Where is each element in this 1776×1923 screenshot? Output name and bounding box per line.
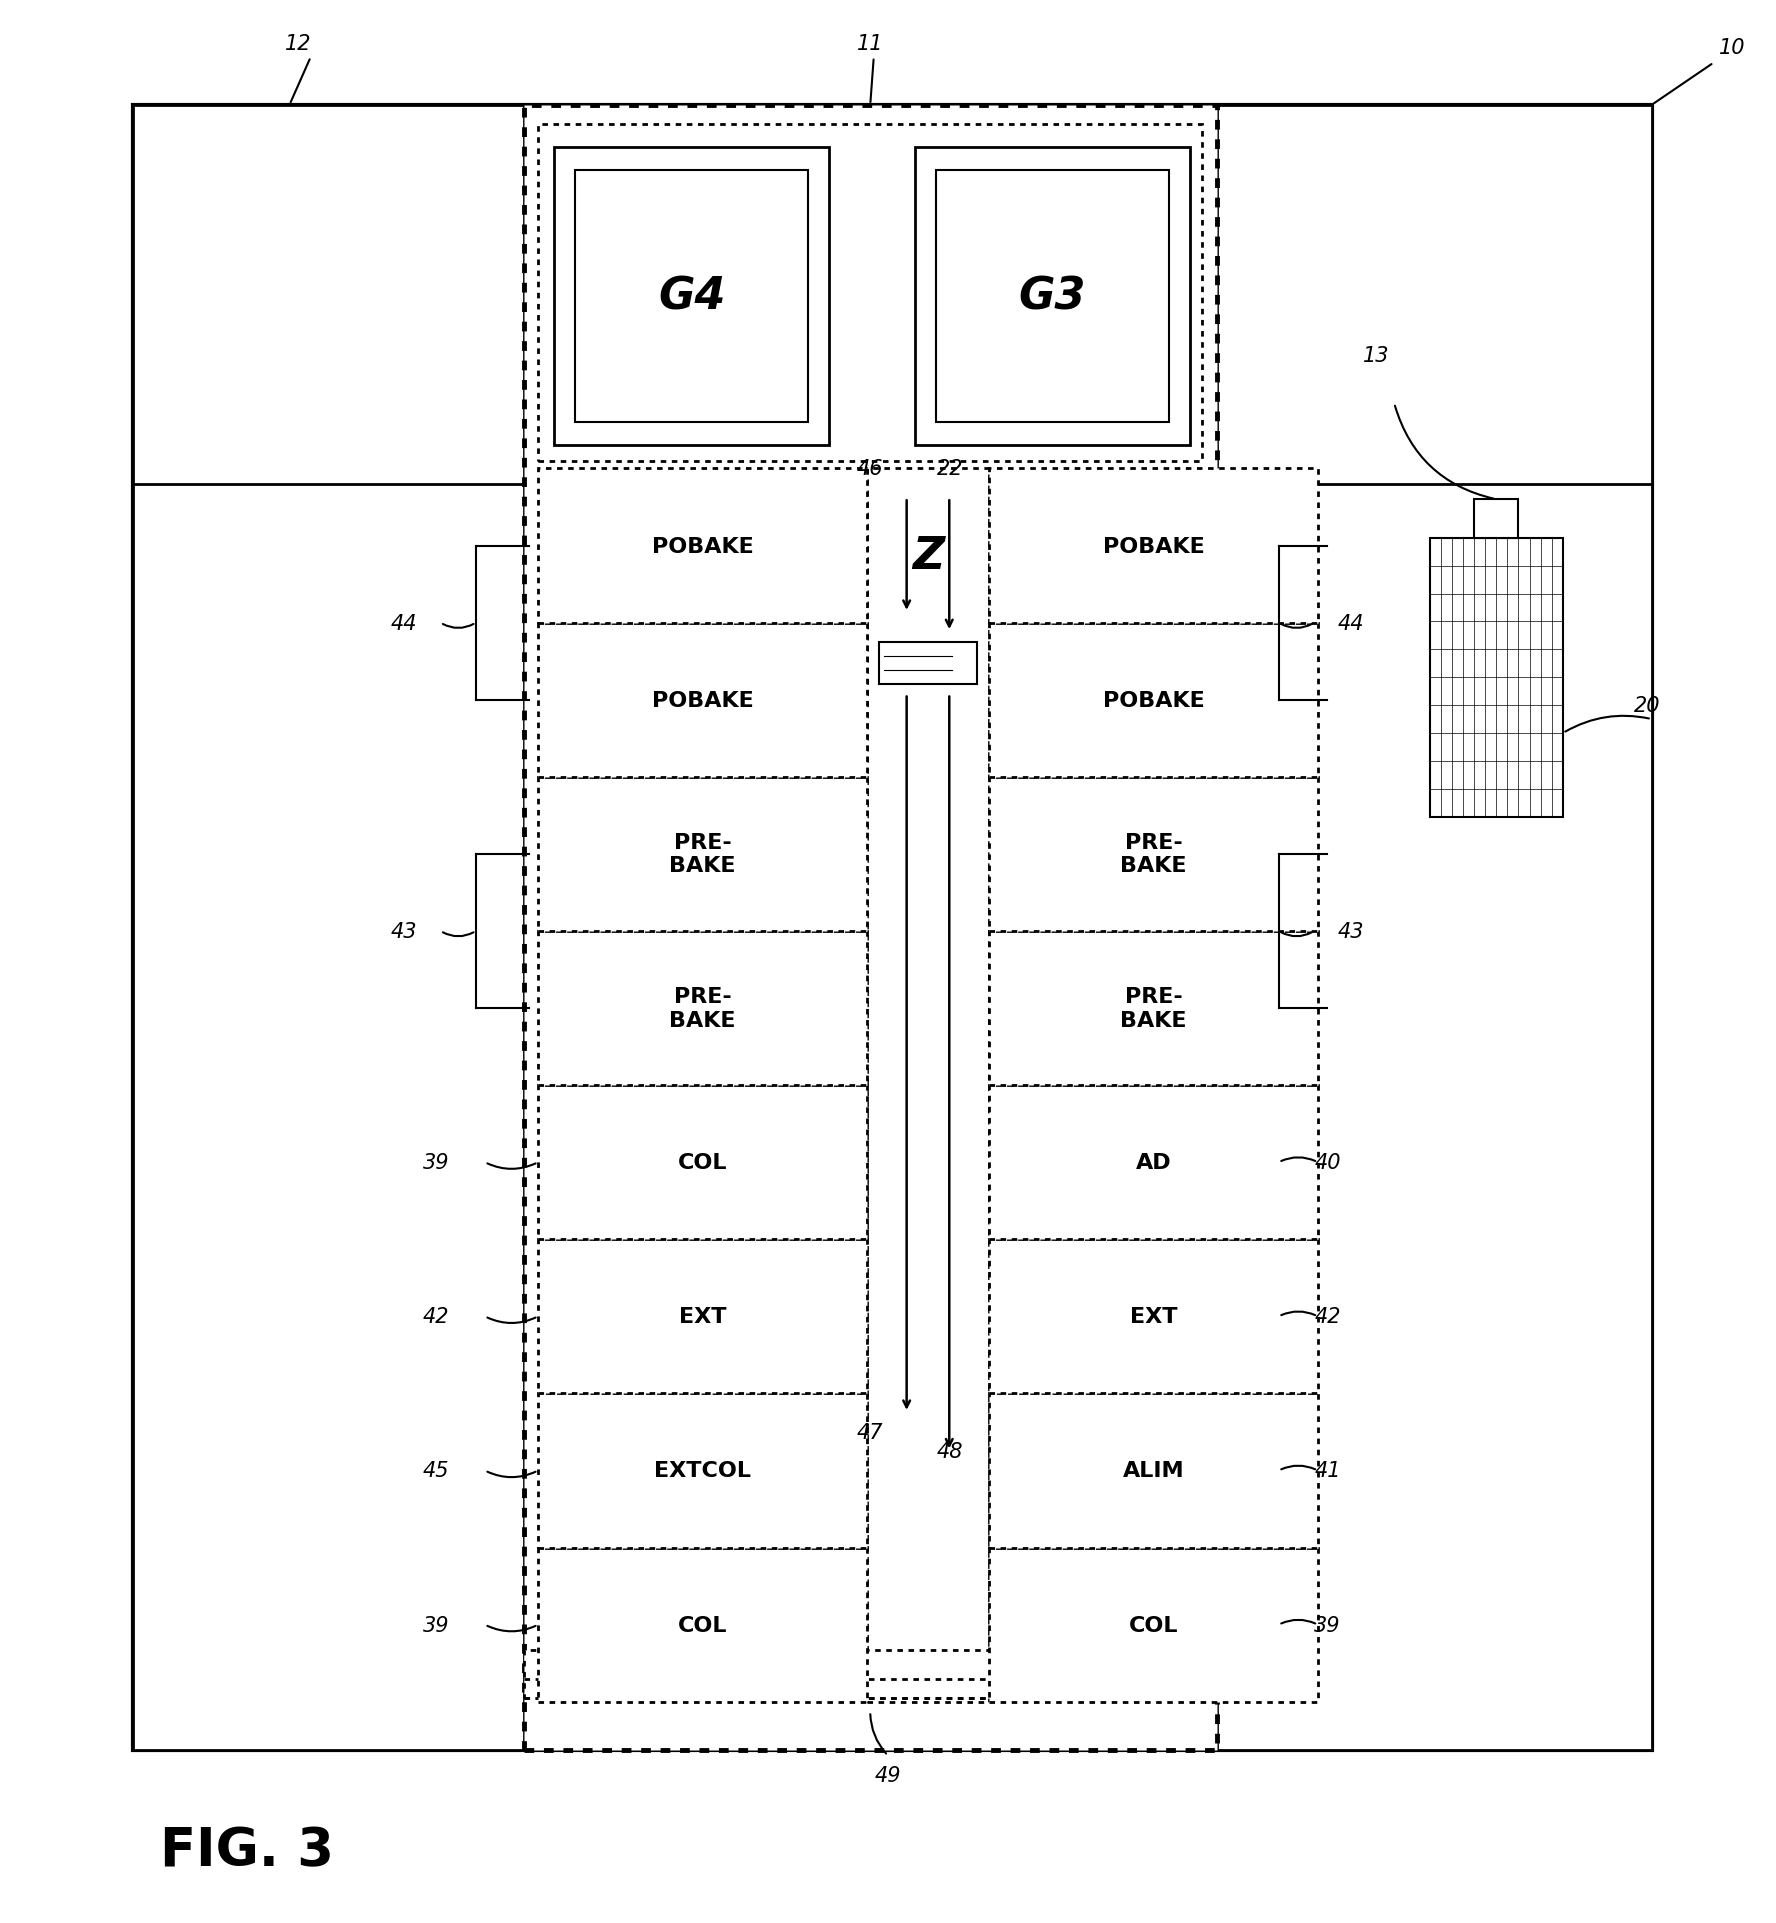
Text: POBAKE: POBAKE (652, 690, 753, 710)
Bar (575, 171, 808, 423)
Text: 44: 44 (1337, 613, 1364, 633)
Text: 12: 12 (286, 35, 311, 54)
Bar (867, 469, 989, 1702)
Text: PRE-
BAKE: PRE- BAKE (670, 986, 735, 1031)
Bar (524, 106, 1217, 1750)
Bar (989, 777, 1318, 931)
Text: PRE-
BAKE: PRE- BAKE (1121, 833, 1186, 877)
Text: 47: 47 (858, 1423, 883, 1442)
Text: 39: 39 (1314, 1615, 1341, 1635)
Text: G3: G3 (1018, 275, 1087, 319)
Bar (915, 148, 1190, 446)
Text: G4: G4 (657, 275, 726, 319)
Text: 49: 49 (876, 1765, 900, 1785)
Bar (538, 469, 867, 623)
Bar (538, 623, 867, 777)
Text: 20: 20 (1634, 696, 1661, 715)
Text: 43: 43 (1337, 921, 1364, 942)
Text: COL: COL (1130, 1615, 1177, 1635)
Bar (538, 777, 867, 931)
Bar (554, 148, 829, 446)
Bar (989, 1548, 1318, 1702)
Text: 13: 13 (1364, 346, 1389, 365)
Text: 48: 48 (936, 1442, 963, 1461)
Text: EXTCOL: EXTCOL (654, 1461, 751, 1481)
Text: EXT: EXT (678, 1306, 726, 1327)
Bar (538, 1394, 867, 1548)
Bar (989, 1240, 1318, 1394)
Text: 42: 42 (1314, 1306, 1341, 1327)
Bar (538, 1548, 867, 1702)
Bar (133, 106, 1652, 1750)
Bar (879, 642, 977, 685)
Text: 42: 42 (423, 1306, 449, 1327)
Bar (989, 1085, 1318, 1240)
Bar (1217, 106, 1652, 1750)
Bar (989, 1394, 1318, 1548)
Text: PRE-
BAKE: PRE- BAKE (1121, 986, 1186, 1031)
Bar (1430, 538, 1563, 817)
Text: 22: 22 (936, 460, 963, 479)
Text: POBAKE: POBAKE (652, 537, 753, 556)
Bar (538, 1240, 867, 1394)
Bar (133, 106, 524, 1750)
Bar (989, 623, 1318, 777)
Text: 10: 10 (1719, 38, 1746, 58)
Text: 11: 11 (858, 35, 883, 54)
Bar (989, 931, 1318, 1085)
Text: 43: 43 (391, 921, 417, 942)
Text: COL: COL (678, 1615, 726, 1635)
Text: POBAKE: POBAKE (1103, 537, 1204, 556)
Text: Z: Z (911, 535, 945, 577)
Text: ALIM: ALIM (1122, 1461, 1185, 1481)
Text: 40: 40 (1314, 1152, 1341, 1173)
Bar (524, 1650, 1217, 1698)
Bar (538, 1085, 867, 1240)
Text: EXT: EXT (1130, 1306, 1177, 1327)
Text: COL: COL (678, 1152, 726, 1173)
Text: 46: 46 (858, 460, 883, 479)
Bar (538, 125, 1202, 462)
Bar (936, 171, 1169, 423)
Text: 44: 44 (391, 613, 417, 633)
Text: 39: 39 (423, 1615, 449, 1635)
Bar (538, 931, 867, 1085)
Bar (1474, 500, 1518, 538)
Text: 41: 41 (1314, 1461, 1341, 1481)
Text: AD: AD (1135, 1152, 1172, 1173)
Bar (989, 469, 1318, 623)
Text: 45: 45 (423, 1461, 449, 1481)
Text: PRE-
BAKE: PRE- BAKE (670, 833, 735, 877)
Text: FIG. 3: FIG. 3 (160, 1823, 334, 1877)
Text: POBAKE: POBAKE (1103, 690, 1204, 710)
Text: 39: 39 (423, 1152, 449, 1173)
